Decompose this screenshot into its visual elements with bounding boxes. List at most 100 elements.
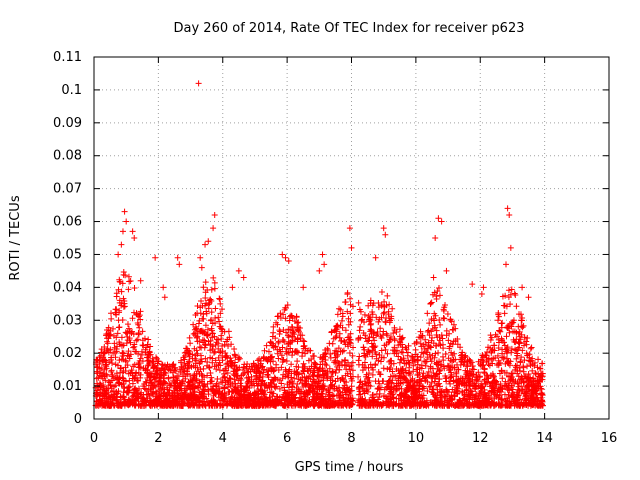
roti-point <box>131 402 138 409</box>
roti-point <box>501 369 508 376</box>
roti-point <box>306 365 313 372</box>
roti-point <box>372 378 379 385</box>
roti-point <box>447 380 454 387</box>
x-tick-label: 4 <box>219 431 227 446</box>
roti-point <box>226 334 233 341</box>
roti-point <box>208 374 215 381</box>
roti-point <box>487 380 494 387</box>
y-tick-label: 0.1 <box>61 83 82 98</box>
roti-point <box>251 402 258 409</box>
roti-point <box>403 370 410 377</box>
roti-point <box>462 367 469 374</box>
roti-point <box>259 378 266 385</box>
roti-point <box>177 369 184 376</box>
roti-point <box>417 354 424 361</box>
roti-point <box>347 373 354 380</box>
roti-point <box>280 311 287 318</box>
roti-point <box>449 396 456 403</box>
roti-point <box>257 395 264 402</box>
roti-point <box>285 368 292 375</box>
roti-point <box>507 291 514 298</box>
roti-point <box>289 388 296 395</box>
roti-point <box>469 371 476 378</box>
roti-point <box>348 383 355 390</box>
roti-point <box>379 332 386 339</box>
roti-point <box>514 346 521 353</box>
roti-point <box>346 225 353 232</box>
roti-point <box>129 398 136 405</box>
roti-point <box>484 348 491 355</box>
roti-point <box>432 342 439 349</box>
roti-point <box>433 327 440 334</box>
roti-point <box>342 327 349 334</box>
roti-point <box>506 329 513 336</box>
y-tick-labels: 0 0.01 0.02 0.03 0.04 0.05 0.06 0.07 0.08 0.09 0.1… <box>53 50 82 427</box>
y-tick-label: 0.09 <box>53 116 82 131</box>
roti-point <box>491 373 498 380</box>
roti-point <box>295 319 302 326</box>
roti-point <box>295 349 302 356</box>
roti-point <box>252 376 259 383</box>
roti-point <box>518 317 525 324</box>
roti-point <box>367 328 374 335</box>
roti-point <box>495 401 502 408</box>
roti-point <box>436 376 443 383</box>
roti-point <box>134 336 141 343</box>
roti-point <box>111 402 118 409</box>
roti-point <box>212 342 219 349</box>
roti-point <box>430 390 437 397</box>
roti-point <box>289 324 296 331</box>
roti-point <box>113 311 120 318</box>
roti-point <box>219 306 226 313</box>
roti-point <box>539 370 546 377</box>
roti-point <box>127 278 134 285</box>
roti-point <box>517 336 524 343</box>
roti-point <box>278 364 285 371</box>
roti-point <box>521 378 528 385</box>
roti-point <box>103 392 110 399</box>
roti-point <box>95 374 102 381</box>
roti-point <box>422 349 429 356</box>
roti-point <box>432 375 439 382</box>
roti-point <box>289 383 296 390</box>
roti-point <box>345 395 352 402</box>
roti-point <box>287 378 294 385</box>
roti-point <box>499 346 506 353</box>
roti-point <box>498 396 505 403</box>
roti-point <box>347 301 354 308</box>
roti-point <box>140 365 147 372</box>
roti-point <box>483 352 490 359</box>
roti-point <box>468 388 475 395</box>
roti-point <box>418 365 425 372</box>
roti-point <box>102 361 109 368</box>
roti-point <box>501 342 508 349</box>
roti-point <box>523 384 530 391</box>
roti-point <box>450 338 457 345</box>
roti-point <box>329 369 336 376</box>
roti-point <box>194 364 201 371</box>
roti-point <box>528 395 535 402</box>
roti-point <box>108 354 115 361</box>
roti-point <box>453 373 460 380</box>
roti-point <box>490 385 497 392</box>
roti-point <box>513 355 520 362</box>
roti-point <box>193 326 200 333</box>
roti-point <box>387 357 394 364</box>
roti-point <box>186 334 193 341</box>
roti-point <box>140 342 147 349</box>
roti-point <box>444 397 451 404</box>
roti-point <box>414 356 421 363</box>
roti-point <box>240 364 247 371</box>
roti-point <box>219 328 226 335</box>
roti-point <box>504 205 511 212</box>
roti-point <box>493 393 500 400</box>
roti-point <box>294 324 301 331</box>
roti-point <box>204 358 211 365</box>
roti-point <box>309 352 316 359</box>
roti-point <box>208 325 215 332</box>
roti-point <box>439 335 446 342</box>
roti-point <box>137 308 144 315</box>
roti-point <box>454 361 461 368</box>
roti-point <box>412 402 419 409</box>
roti-point <box>467 361 474 368</box>
